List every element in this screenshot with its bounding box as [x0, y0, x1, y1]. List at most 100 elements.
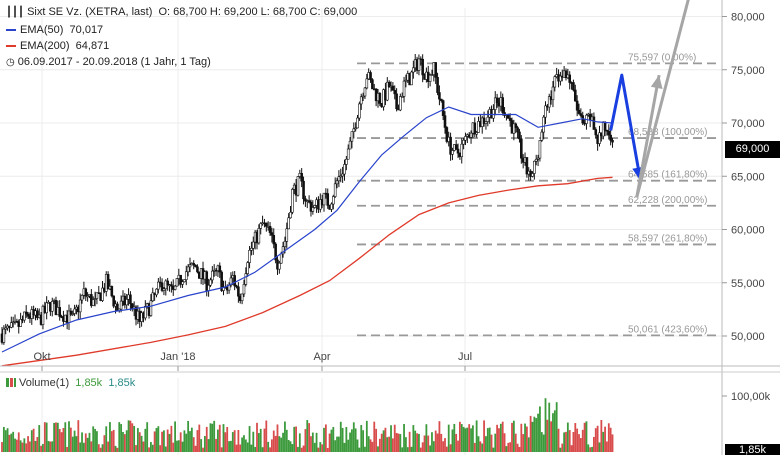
price-bar-body [462, 139, 465, 145]
volume-bar [358, 447, 361, 452]
volume-bar [68, 421, 70, 452]
volume-bar [133, 425, 136, 452]
price-bar-body [272, 234, 276, 245]
price-bar-body [326, 193, 330, 206]
volume-bar [71, 436, 74, 452]
price-bar-body [441, 100, 445, 116]
volume-bar [40, 445, 42, 452]
volume-bar [122, 431, 124, 452]
volume-bar [161, 431, 163, 452]
volume-bar [270, 439, 273, 452]
volume-bar [395, 432, 398, 452]
price-bar-body [493, 97, 497, 110]
volume-bar [330, 429, 333, 452]
price-bar-body [445, 127, 449, 142]
price-bar-body [302, 180, 305, 200]
volume-bar [447, 424, 450, 452]
volume-bar [42, 443, 44, 452]
volume-bar [56, 422, 59, 452]
y-tick-label: 50,000 [731, 331, 765, 343]
volume-bar [179, 432, 182, 452]
volume-bar [323, 427, 325, 452]
volume-bar [593, 436, 595, 452]
volume-bar [514, 433, 517, 452]
volume-bar [34, 440, 37, 452]
volume-bar [166, 429, 169, 452]
price-bar-body [181, 281, 184, 285]
volume-bar [425, 424, 428, 452]
volume-bar [58, 428, 61, 452]
price-bar-body [250, 247, 253, 251]
volume-bar [533, 416, 536, 452]
price-bar-body [607, 130, 611, 136]
volume-bar [427, 435, 430, 452]
volume-bar [15, 439, 18, 452]
volume-bar [570, 445, 573, 452]
price-bar-body [393, 90, 397, 95]
chart-grid [0, 8, 722, 455]
volume-bar [453, 423, 456, 452]
volume-bar [81, 432, 83, 452]
volume-bar [187, 420, 190, 452]
price-bar-body [144, 306, 147, 319]
y-tick-label: 80,000 [731, 12, 765, 24]
volume-bar [436, 433, 439, 452]
price-bar-body [84, 288, 88, 297]
volume-bar [512, 420, 515, 452]
volume-bar [319, 442, 322, 452]
volume-bar [62, 428, 65, 452]
volume-bar [362, 430, 364, 452]
volume-bar [458, 421, 461, 452]
price-bar-body [270, 232, 274, 236]
volume-bar [49, 441, 52, 452]
volume-bar [90, 441, 93, 452]
volume-bar [401, 447, 404, 452]
price-bar-body [93, 298, 97, 300]
fib-level-label: 68,588 (100,00%) [628, 127, 708, 138]
fib-level-label: 50,061 (423,60%) [628, 324, 708, 335]
price-bar-body [439, 98, 443, 101]
ema200-label: EMA(200) [20, 40, 70, 52]
volume-bar [215, 438, 217, 452]
volume-bar [321, 444, 324, 452]
price-bar-body [296, 176, 300, 196]
y-tick-label: 75,000 [731, 65, 765, 77]
y-tick-label: 65,000 [731, 171, 765, 183]
price-bar-body [486, 116, 490, 122]
volume-bar [84, 433, 87, 452]
price-bar-body [211, 270, 214, 281]
ema50-line [1, 106, 613, 353]
price-bar-body [605, 129, 609, 132]
price-bar-body [257, 228, 261, 244]
volume-bar [390, 425, 392, 452]
price-bar-body [101, 287, 104, 301]
price-bar-body [592, 116, 596, 130]
ema200-swatch [6, 45, 16, 48]
price-bar-body [45, 302, 48, 314]
volume-bar [202, 447, 204, 452]
price-bar-body [477, 121, 480, 133]
price-bar-body [179, 274, 182, 285]
volume-bar [360, 425, 363, 452]
last-volume-tag: 1,85k [725, 444, 780, 455]
price-bar-body [10, 322, 13, 328]
volume-bar [120, 424, 123, 452]
volume-bar [27, 436, 29, 452]
price-bar-body [361, 95, 365, 98]
volume-bar [200, 439, 203, 452]
price-bar-body [335, 180, 339, 185]
volume-bar [393, 424, 396, 452]
volume-bar [177, 440, 180, 452]
price-bar-body [106, 274, 110, 290]
volume-bar [527, 437, 530, 452]
volume-axis-label: 100,00k [731, 391, 771, 403]
volume-bar [157, 426, 160, 452]
volume-bar [2, 426, 5, 452]
price-bar-body [495, 97, 499, 104]
volume-bar [181, 441, 184, 452]
volume-bar [6, 428, 9, 452]
volume-bar [546, 419, 549, 452]
volume-bar [531, 421, 534, 452]
volume-bar [343, 442, 346, 452]
